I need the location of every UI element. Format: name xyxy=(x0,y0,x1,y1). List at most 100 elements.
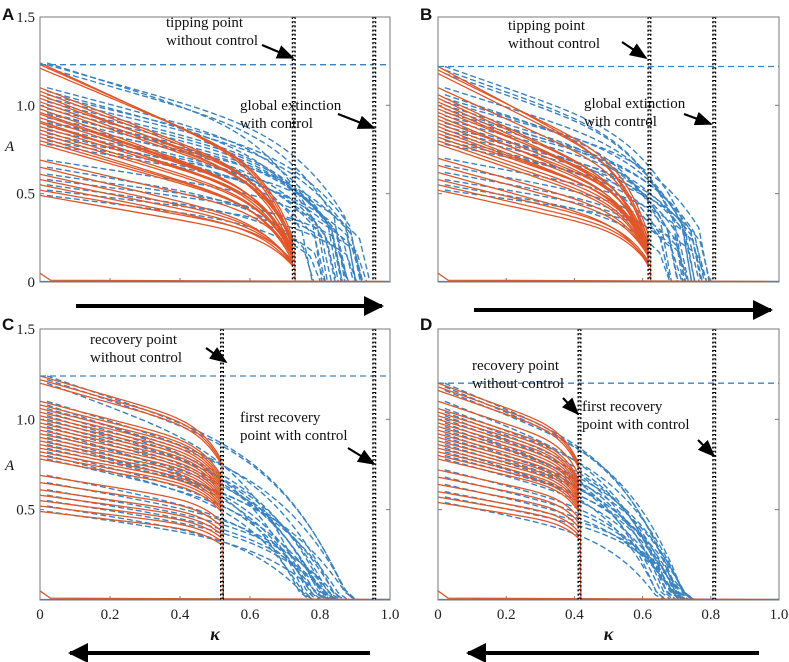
series-controlled xyxy=(438,400,582,600)
series-controlled xyxy=(438,386,582,600)
series-controlled xyxy=(438,87,652,282)
panel-a: 00.51.01.5AA tipping point without control… xyxy=(2,5,391,316)
axes-frame xyxy=(437,16,780,283)
plot-area xyxy=(438,382,779,600)
y-axis-label: A xyxy=(4,458,15,474)
annotation-line: with control xyxy=(584,114,657,130)
annotation-arrow xyxy=(697,439,716,458)
series-controlled xyxy=(40,94,296,282)
series-controlled xyxy=(40,101,296,282)
series-controlled xyxy=(438,436,582,600)
series-controlled xyxy=(40,411,224,600)
annotation-line: point with control xyxy=(240,428,348,444)
series-controlled xyxy=(438,407,582,600)
x-axis-label: κ xyxy=(210,624,220,644)
series-controlled xyxy=(438,476,582,600)
series-controlled xyxy=(40,474,224,600)
series-controlled xyxy=(438,143,652,282)
annotation-line: recovery point xyxy=(90,332,178,348)
series-uncontrolled xyxy=(46,97,390,282)
annotation-arrow xyxy=(205,347,228,364)
series-controlled xyxy=(40,184,296,282)
series-uncontrolled xyxy=(46,436,326,600)
annotation-text: tipping point without control xyxy=(508,18,600,52)
series-uncontrolled xyxy=(444,164,779,282)
annotation-arrow xyxy=(683,111,713,126)
series-uncontrolled xyxy=(46,451,323,600)
y-tick-label: 1.5 xyxy=(16,322,35,338)
series-controlled xyxy=(438,129,652,282)
annotation-line: with control xyxy=(240,116,313,132)
series-uncontrolled xyxy=(444,143,779,282)
x-tick-label: 0.6 xyxy=(241,607,260,623)
series-controlled xyxy=(438,389,582,600)
series-uncontrolled xyxy=(46,166,390,282)
series-uncontrolled xyxy=(46,67,390,282)
annotation-arrow xyxy=(261,43,295,60)
series-uncontrolled xyxy=(444,65,779,282)
annotation-text: global extinction with control xyxy=(584,96,686,130)
series-controlled xyxy=(438,458,582,600)
series-controlled xyxy=(40,166,296,282)
annotation-text: global extinction with control xyxy=(240,98,342,132)
series-controlled xyxy=(438,108,652,282)
series-uncontrolled xyxy=(444,129,779,282)
series-controlled xyxy=(438,440,582,600)
series-controlled xyxy=(438,483,582,600)
annotation-line: without control xyxy=(472,376,564,392)
annotation-arrow xyxy=(337,112,376,130)
annotation-line: tipping point xyxy=(508,18,586,34)
series-uncontrolled xyxy=(46,90,390,282)
series-controlled xyxy=(438,189,652,282)
annotation-arrow xyxy=(621,41,648,59)
series-controlled xyxy=(40,400,224,600)
series-controlled xyxy=(438,415,582,600)
x-tick-label: 0 xyxy=(434,607,442,623)
series-controlled xyxy=(40,458,224,600)
series-uncontrolled xyxy=(444,72,779,282)
series-controlled xyxy=(40,378,224,600)
x-tick-label: 0.4 xyxy=(171,607,190,623)
series-controlled xyxy=(438,157,652,282)
series-uncontrolled xyxy=(444,104,779,282)
annotation-line: without control xyxy=(166,33,258,49)
series-uncontrolled xyxy=(46,382,317,600)
series-controlled xyxy=(40,407,224,600)
x-tick-label: 1.0 xyxy=(381,607,400,623)
series-controlled xyxy=(438,425,582,600)
y-tick-label: 1.5 xyxy=(16,10,35,26)
series-controlled xyxy=(40,404,224,600)
y-tick-label: 1.0 xyxy=(16,98,35,114)
axes-frame xyxy=(39,328,391,601)
y-tick-label: 0.5 xyxy=(16,187,35,203)
series-controlled xyxy=(40,117,296,282)
annotation-line: global extinction xyxy=(584,96,686,112)
series-uncontrolled xyxy=(444,111,779,282)
series-uncontrolled xyxy=(46,136,390,282)
x-tick-label: 0.2 xyxy=(497,607,516,623)
series-uncontrolled xyxy=(46,101,390,282)
series-uncontrolled xyxy=(46,94,390,282)
series-uncontrolled xyxy=(46,433,345,600)
series-controlled xyxy=(40,125,296,282)
series-controlled xyxy=(438,118,652,282)
panel-letter: B xyxy=(420,5,432,24)
series-controlled xyxy=(438,451,582,600)
annotation-line: without control xyxy=(90,350,182,366)
series-controlled xyxy=(40,440,224,600)
x-tick-label: 0.4 xyxy=(565,607,584,623)
series-controlled xyxy=(438,178,652,282)
series-controlled xyxy=(40,443,224,600)
series-baseline xyxy=(438,272,779,282)
series-uncontrolled xyxy=(46,117,390,282)
annotation-arrow xyxy=(347,447,376,465)
series-uncontrolled xyxy=(444,433,672,600)
y-tick-label: 0.5 xyxy=(16,503,35,519)
series-uncontrolled xyxy=(444,87,779,282)
series-controlled xyxy=(438,132,652,282)
annotation-line: point with control xyxy=(582,417,690,433)
series-controlled xyxy=(438,72,652,282)
series-uncontrolled xyxy=(46,159,390,282)
